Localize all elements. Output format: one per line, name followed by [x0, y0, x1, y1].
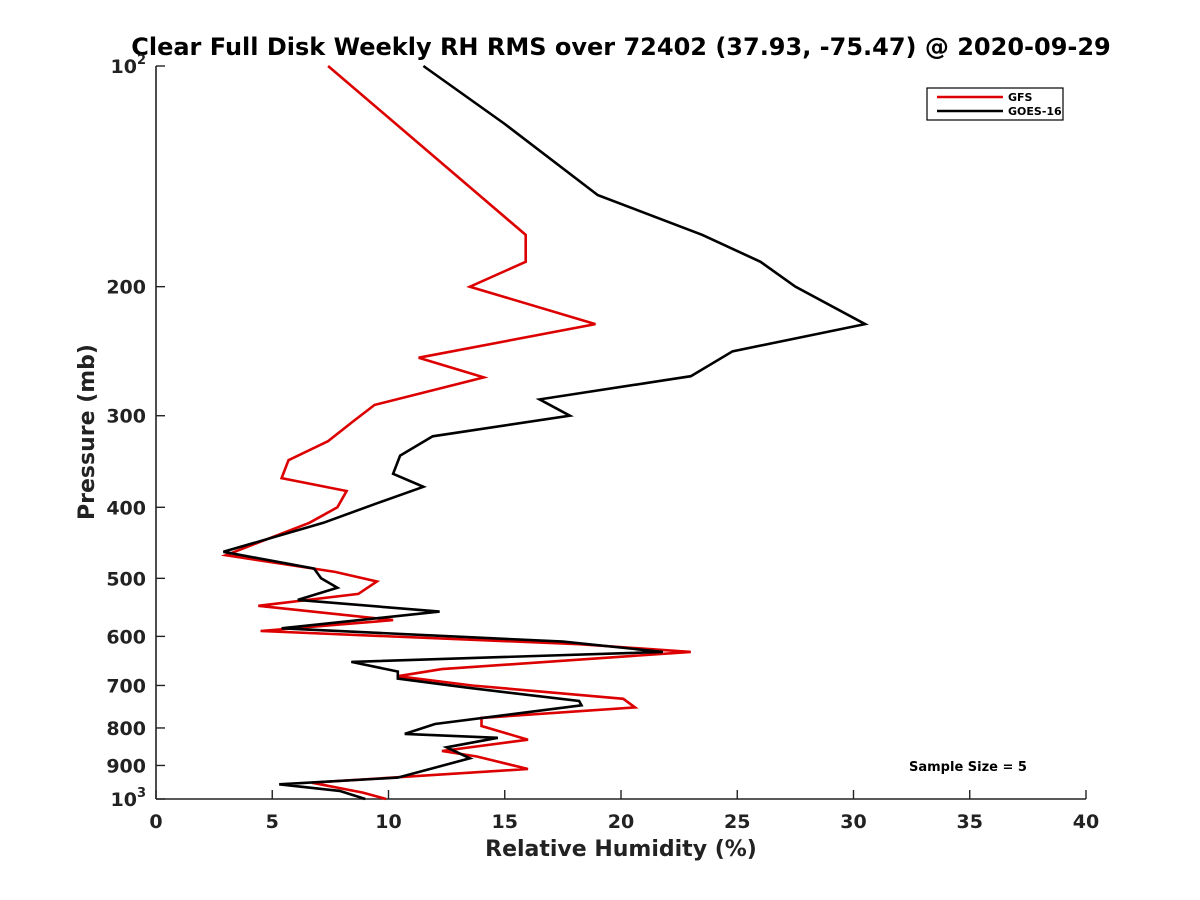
y-tick-exponent: 3 [137, 786, 146, 801]
x-tick-label: 10 [375, 811, 401, 833]
legend-box [926, 87, 1064, 121]
y-tick-label: 200 [106, 277, 146, 299]
y-tick-label: 300 [106, 406, 146, 428]
series-layer [220, 64, 869, 801]
x-tick-label: 15 [492, 811, 518, 833]
y-tick-base: 300 [106, 406, 146, 428]
x-tick-label: 30 [840, 811, 866, 833]
y-tick-base: 400 [106, 497, 146, 519]
y-tick-label: 900 [106, 755, 146, 777]
y-tick-base: 500 [106, 568, 146, 590]
y-axis-title: Pressure (mb) [75, 344, 100, 520]
x-tick-label: 5 [266, 811, 279, 833]
y-tick-label: 700 [106, 675, 146, 697]
legend-label-gfs: GFS [1008, 91, 1033, 104]
y-tick-label: 800 [106, 718, 146, 740]
y-tick-base: 800 [106, 718, 146, 740]
y-tick-base: 700 [106, 675, 146, 697]
x-tick-label: 25 [724, 811, 750, 833]
y-tick-label: 102 [111, 53, 147, 78]
y-tick-base: 900 [106, 755, 146, 777]
y-tick-base: 200 [106, 277, 146, 299]
legend: GFS GOES-16 [926, 87, 1064, 121]
y-tick-label: 600 [106, 626, 146, 648]
y-tick-base: 10 [111, 56, 137, 78]
x-axis-title: Relative Humidity (%) [485, 837, 757, 862]
x-tick-label: 35 [957, 811, 983, 833]
y-tick-label: 103 [111, 786, 147, 811]
y-tick-label: 400 [106, 497, 146, 519]
x-tick-label: 40 [1073, 811, 1099, 833]
legend-label-goes-16: GOES-16 [1008, 105, 1062, 118]
series-line-gfs [220, 65, 691, 801]
x-tick-label: 0 [149, 811, 162, 833]
series-line-goes-16 [223, 64, 869, 801]
x-axis-ticks: 0 5 10 15 20 25 30 35 40 [149, 790, 1099, 833]
y-tick-label: 500 [106, 568, 146, 590]
y-tick-base: 600 [106, 626, 146, 648]
chart-title: Clear Full Disk Weekly RH RMS over 72402… [131, 33, 1111, 61]
y-tick-base: 10 [111, 789, 137, 811]
x-tick-label: 20 [608, 811, 634, 833]
sample-size-annotation: Sample Size = 5 [909, 760, 1027, 775]
y-tick-exponent: 2 [137, 53, 146, 68]
